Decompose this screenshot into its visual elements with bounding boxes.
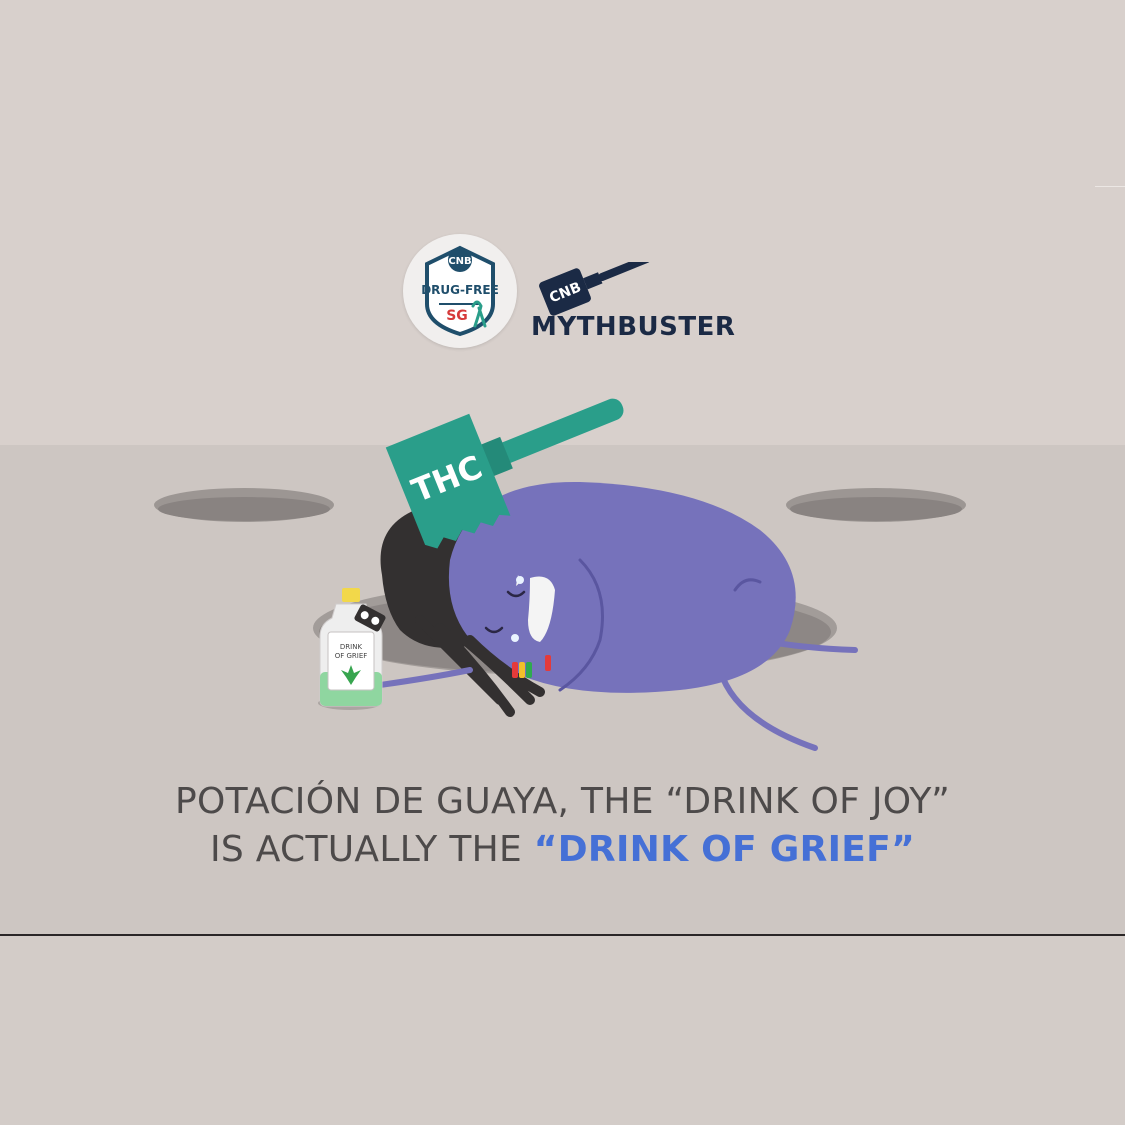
badge-drugfree-text: DRUG-FREE	[421, 283, 499, 297]
bottle-label-line1: DRINK	[340, 643, 363, 651]
badge-shield-icon: CNB DRUG-FREE SG	[421, 245, 499, 337]
thc-hammer: THC	[385, 398, 624, 549]
top-background	[0, 0, 1125, 445]
drink-of-grief-bottle: DRINK OF GRIEF	[318, 588, 386, 710]
bottom-background	[0, 935, 1125, 1125]
floor-edge-line	[0, 934, 1125, 936]
drug-free-sg-badge: CNB DRUG-FREE SG	[403, 234, 517, 348]
bottle-tag	[354, 604, 386, 632]
caption: POTACIÓN DE GUAYA, THE “DRINK OF JOY” IS…	[0, 778, 1125, 874]
badge-cnb-text: CNB	[448, 256, 471, 267]
sleeping-character	[377, 481, 858, 751]
edge-mark	[1095, 186, 1125, 187]
bottle-label-line2: OF GRIEF	[335, 652, 368, 660]
ribbon-icon	[471, 300, 487, 328]
caption-line-2-prefix: IS ACTUALLY THE	[209, 829, 534, 870]
cannabis-leaf-icon	[341, 665, 361, 685]
mythbuster-wordmark: MYTHBUSTER	[531, 312, 735, 342]
left-hole	[154, 488, 334, 522]
caption-line-2: IS ACTUALLY THE “DRINK OF GRIEF”	[0, 826, 1125, 874]
caption-highlight: “DRINK OF GRIEF”	[533, 829, 916, 870]
mythbuster-hammer-icon: CNB	[539, 262, 651, 316]
badge-sg-text: SG	[446, 308, 468, 324]
right-hole	[786, 488, 966, 522]
mythbuster-myth: MYTH	[531, 312, 618, 342]
caption-line-1: POTACIÓN DE GUAYA, THE “DRINK OF JOY”	[174, 781, 951, 822]
mythbuster-buster: BUSTER	[617, 312, 736, 342]
